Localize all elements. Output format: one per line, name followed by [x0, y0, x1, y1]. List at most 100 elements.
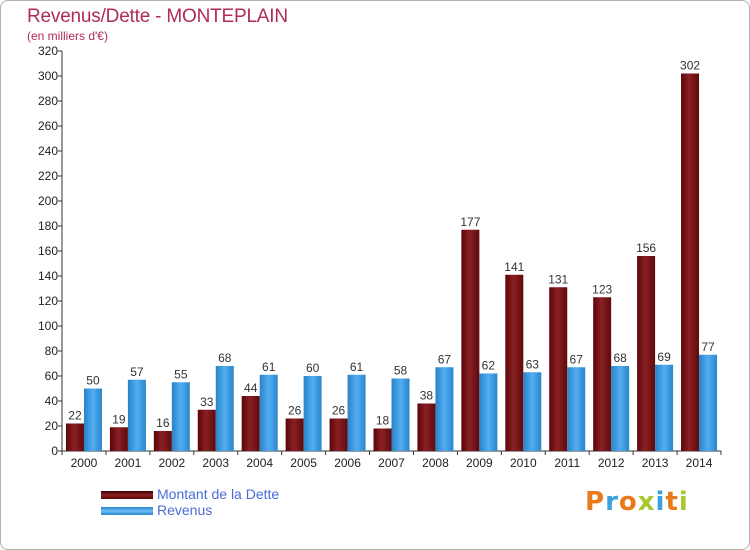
- data-label-dette: 22: [68, 409, 82, 423]
- y-tick-label: 140: [38, 269, 58, 283]
- data-label-dette: 44: [244, 381, 258, 395]
- x-tick-label: 2009: [466, 456, 493, 470]
- x-tick-label: 2011: [554, 456, 580, 470]
- bar-dette: [593, 297, 612, 451]
- bar-revenus: [655, 364, 674, 451]
- bar-revenus: [479, 373, 498, 451]
- x-tick-label: 2000: [71, 456, 98, 470]
- bar-revenus: [699, 354, 718, 451]
- data-label-revenus: 69: [657, 350, 671, 364]
- data-label-revenus: 57: [130, 365, 144, 379]
- bar-revenus: [347, 374, 366, 451]
- bar-dette: [241, 396, 260, 451]
- logo-letter: o: [618, 487, 638, 517]
- logo-letter: x: [637, 487, 656, 517]
- y-tick-label: 160: [38, 244, 58, 258]
- bar-dette: [681, 73, 700, 451]
- data-label-dette: 177: [460, 215, 480, 229]
- bar-chart: 0 20 40 60 80 100 120 140 160 180 200 220 240 260 280 3…: [38, 44, 722, 470]
- bar-revenus: [215, 366, 234, 451]
- bar-revenus: [523, 372, 542, 451]
- x-tick-label: 2008: [422, 456, 449, 470]
- bar-revenus: [127, 379, 146, 451]
- x-tick-label: 2003: [202, 456, 229, 470]
- y-tick-label: 100: [38, 319, 58, 333]
- bar-revenus: [259, 374, 278, 451]
- y-tick-label: 0: [51, 444, 58, 458]
- logo-letter: t: [665, 487, 679, 517]
- data-label-revenus: 67: [570, 352, 584, 366]
- bar-dette: [505, 274, 524, 451]
- legend-swatch-dette: [101, 491, 153, 499]
- data-label-dette: 131: [548, 272, 568, 286]
- data-label-revenus: 68: [218, 351, 232, 365]
- x-tick-label: 2007: [378, 456, 405, 470]
- bar-revenus: [391, 378, 410, 451]
- data-label-revenus: 62: [482, 359, 496, 373]
- data-label-revenus: 67: [438, 352, 452, 366]
- chart-subtitle: (en milliers d'€): [27, 29, 108, 43]
- bar-dette: [329, 418, 348, 451]
- legend-swatch-revenus: [101, 507, 153, 515]
- bar-dette: [373, 428, 392, 451]
- y-tick-label: 260: [38, 119, 58, 133]
- data-label-dette: 26: [288, 404, 302, 418]
- data-label-revenus: 61: [262, 360, 276, 374]
- bar-revenus: [435, 367, 454, 451]
- x-tick-label: 2004: [246, 456, 273, 470]
- bar-dette: [153, 431, 172, 451]
- data-label-dette: 141: [504, 260, 524, 274]
- data-label-dette: 33: [200, 395, 214, 409]
- y-tick-label: 300: [38, 69, 58, 83]
- y-axis: 0 20 40 60 80 100 120 140 160 180 200 220 240 260 280 3…: [38, 44, 63, 458]
- bar-dette: [285, 418, 304, 451]
- data-label-dette: 19: [112, 412, 126, 426]
- data-label-revenus: 61: [350, 360, 364, 374]
- x-tick-label: 2014: [686, 456, 713, 470]
- y-tick-label: 320: [38, 44, 58, 58]
- logo-letter: P: [585, 487, 606, 517]
- logo-letter: i: [655, 487, 666, 517]
- x-tick-label: 2006: [334, 456, 361, 470]
- bar-revenus: [171, 382, 190, 451]
- y-tick-label: 240: [38, 144, 58, 158]
- x-tick-label: 2002: [158, 456, 185, 470]
- y-tick-label: 80: [45, 344, 59, 358]
- bar-dette: [637, 256, 656, 451]
- data-label-revenus: 50: [86, 374, 100, 388]
- y-tick-label: 40: [45, 394, 59, 408]
- data-label-dette: 38: [420, 389, 434, 403]
- bar-revenus: [567, 367, 586, 451]
- bar-revenus: [303, 376, 322, 451]
- bar-revenus: [83, 388, 102, 451]
- bar-dette: [197, 409, 216, 451]
- proxiti-logo: Proxiti: [585, 487, 689, 517]
- x-tick-label: 2012: [598, 456, 625, 470]
- bar-dette: [65, 423, 84, 451]
- legend-label-revenus: Revenus: [157, 502, 213, 518]
- logo-letter: i: [678, 487, 689, 517]
- bar-dette: [461, 229, 480, 451]
- data-label-revenus: 63: [526, 357, 540, 371]
- legend-label-dette: Montant de la Dette: [157, 486, 280, 502]
- y-tick-label: 180: [38, 219, 58, 233]
- y-tick-label: 220: [38, 169, 58, 183]
- y-tick-label: 200: [38, 194, 58, 208]
- data-label-dette: 302: [680, 59, 700, 73]
- x-tick-label: 2005: [290, 456, 317, 470]
- chart-title: Revenus/Dette - MONTEPLAIN: [27, 6, 288, 27]
- logo-letter: r: [605, 487, 619, 517]
- data-label-dette: 26: [332, 404, 346, 418]
- bar-revenus: [611, 366, 630, 451]
- x-axis: 2000 2001 2002 2003 2004 2005 2006 2007 2008 2009…: [61, 450, 722, 470]
- x-tick-label: 2010: [510, 456, 537, 470]
- bar-dette: [417, 403, 436, 451]
- y-tick-label: 20: [45, 419, 59, 433]
- data-label-dette: 18: [376, 414, 390, 428]
- y-tick-label: 60: [45, 369, 59, 383]
- data-label-revenus: 77: [701, 340, 715, 354]
- y-tick-label: 120: [38, 294, 58, 308]
- data-label-revenus: 58: [394, 364, 408, 378]
- data-label-dette: 123: [592, 282, 612, 296]
